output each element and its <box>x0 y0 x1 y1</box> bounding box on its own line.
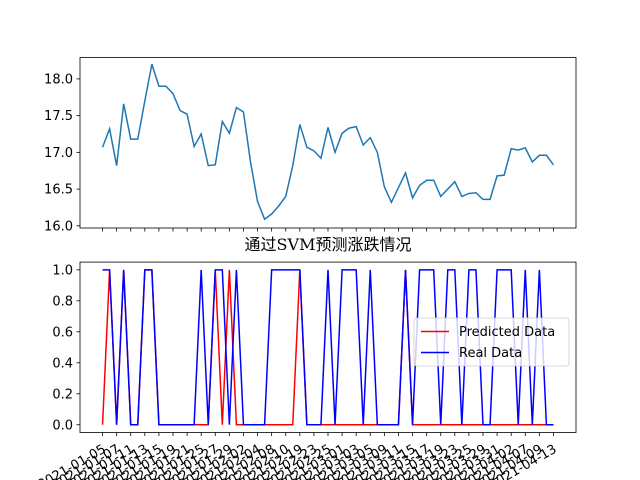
prediction-y-tick-label: 0.0 <box>52 418 73 433</box>
legend: Predicted Data Real Data <box>413 317 570 367</box>
price-y-tick-label: 16.0 <box>44 219 73 234</box>
price-y-ticks: 16.0 16.5 17.0 17.5 18.0 <box>44 72 80 234</box>
price-chart-axes: 16.0 16.5 17.0 17.5 18.0 <box>44 57 577 234</box>
prediction-y-ticks: 0.0 0.2 0.4 0.6 0.8 1.0 <box>52 263 80 433</box>
prediction-y-tick-label: 0.6 <box>52 325 73 340</box>
prediction-chart-frame <box>79 261 577 433</box>
legend-predicted-label: Predicted Data <box>459 325 555 340</box>
price-x-ticks <box>102 228 554 232</box>
price-series-line <box>101 63 555 221</box>
prediction-y-tick-label: 0.4 <box>52 356 73 371</box>
price-y-tick-label: 16.5 <box>44 183 73 198</box>
price-chart-frame <box>79 57 577 229</box>
price-y-tick-label: 17.0 <box>44 146 73 161</box>
legend-box <box>413 317 570 367</box>
prediction-y-tick-label: 0.2 <box>52 387 73 402</box>
price-y-tick-label: 17.5 <box>44 109 73 124</box>
price-line-plot <box>101 63 555 221</box>
prediction-chart-title: 通过SVM预测涨跌情况 <box>245 235 412 254</box>
prediction-chart-axes: 通过SVM预测涨跌情况 0.0 0.2 0.4 0.6 0.8 1.0 2021-01-0… <box>36 235 577 480</box>
prediction-y-tick-label: 1.0 <box>52 263 73 278</box>
prediction-x-ticks: 2021-01-052021-01-072021-01-112021-01-13… <box>36 432 559 480</box>
legend-real-label: Real Data <box>459 346 522 361</box>
prediction-y-tick-label: 0.8 <box>52 294 73 309</box>
price-y-tick-label: 18.0 <box>44 72 73 87</box>
